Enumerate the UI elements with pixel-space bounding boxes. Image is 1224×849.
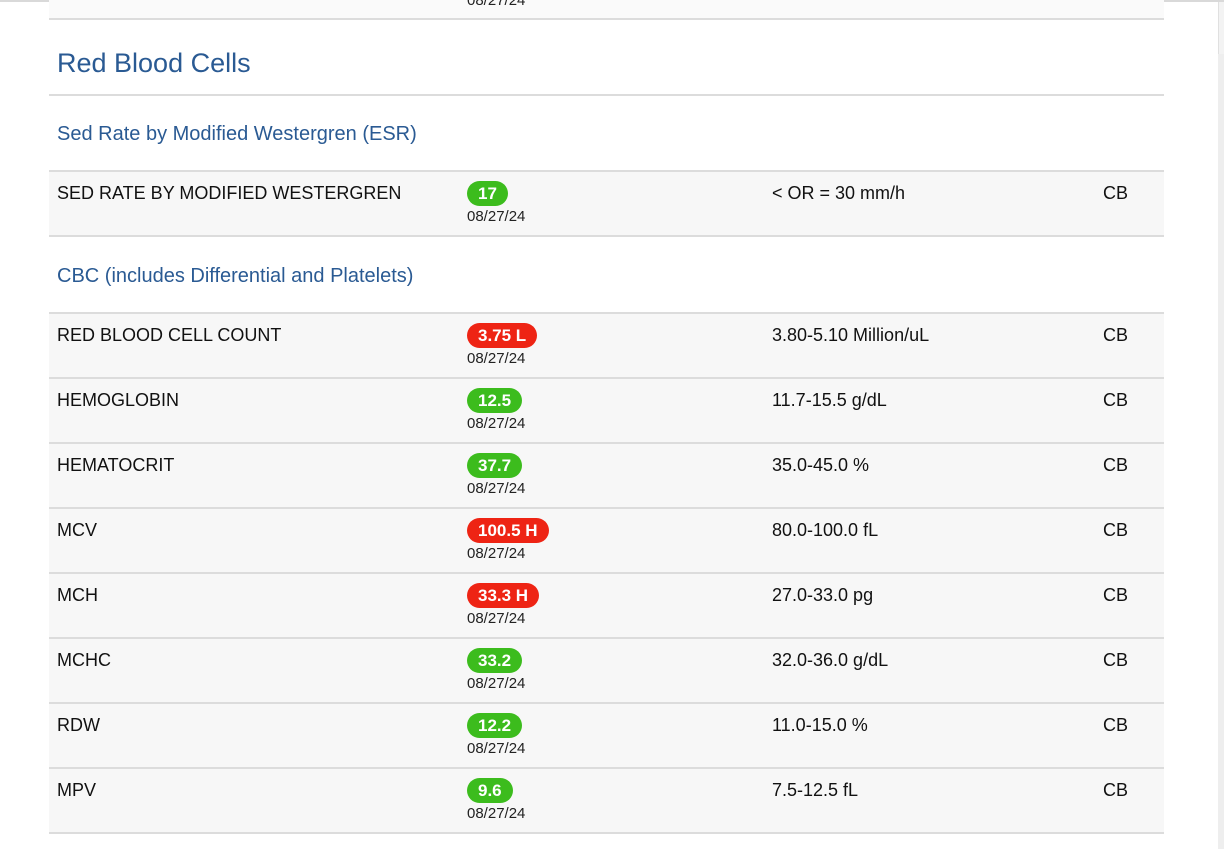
table-row: RDW 12.2 08/27/24 11.0-15.0 % CB (49, 704, 1164, 769)
result-date: 08/27/24 (467, 480, 526, 497)
result-badge: 100.5 H (467, 518, 549, 543)
lab-code: CB (1103, 520, 1129, 540)
reference-range: 27.0-33.0 pg (772, 585, 874, 605)
scrollbar-thumb[interactable] (1218, 2, 1224, 54)
result-badge: 33.3 H (467, 583, 540, 608)
test-name: SED RATE BY MODIFIED WESTERGREN (57, 183, 402, 203)
table-row: MCHC 33.2 08/27/24 32.0-36.0 g/dL CB (49, 639, 1164, 704)
result-cell: 17 08/27/24 (467, 181, 525, 225)
section-title: Red Blood Cells (49, 20, 1164, 96)
result-cell: 12.2 08/27/24 (467, 713, 525, 757)
result-date: 08/27/24 (467, 675, 526, 692)
reference-range: 80.0-100.0 fL (772, 520, 879, 540)
result-date: 08/27/24 (467, 350, 526, 367)
table-row: HEMATOCRIT 37.7 08/27/24 35.0-45.0 % CB (49, 444, 1164, 509)
lab-code: CB (1103, 715, 1129, 735)
result-cell: 100.5 H 08/27/24 (467, 518, 549, 562)
reference-range: 35.0-45.0 % (772, 455, 870, 475)
test-name: HEMATOCRIT (57, 455, 175, 475)
test-name: MCH (57, 585, 98, 605)
results-content: 08/27/24 Red Blood Cells Sed Rate by Mod… (49, 0, 1164, 834)
test-name: MPV (57, 780, 97, 800)
result-cell: 33.2 08/27/24 (467, 648, 525, 692)
result-badge: 12.5 (467, 388, 523, 413)
reference-range: 3.80-5.10 Million/uL (772, 325, 930, 345)
lab-code: CB (1103, 455, 1129, 475)
scrollbar-track[interactable] (1218, 2, 1224, 849)
result-cell: 33.3 H 08/27/24 (467, 583, 540, 627)
test-name: RDW (57, 715, 100, 735)
result-date: 08/27/24 (467, 415, 526, 432)
test-name: RED BLOOD CELL COUNT (57, 325, 282, 345)
reference-range: 32.0-36.0 g/dL (772, 650, 889, 670)
lab-code: CB (1103, 390, 1129, 410)
reference-range: 7.5-12.5 fL (772, 780, 859, 800)
esr-panel-title: Sed Rate by Modified Westergren (ESR) (49, 96, 1164, 172)
table-row: HEMOGLOBIN 12.5 08/27/24 11.7-15.5 g/dL … (49, 379, 1164, 444)
cbc-panel-title: CBC (includes Differential and Platelets… (49, 237, 1164, 314)
lab-code: CB (1103, 585, 1129, 605)
result-date: 08/27/24 (467, 208, 526, 225)
table-row: SED RATE BY MODIFIED WESTERGREN 17 08/27… (49, 172, 1164, 237)
result-badge: 9.6 (467, 778, 513, 803)
result-cell: 3.75 L 08/27/24 (467, 323, 538, 367)
lab-code: CB (1103, 650, 1129, 670)
result-cell: 9.6 08/27/24 (467, 778, 525, 822)
lab-code: CB (1103, 780, 1129, 800)
test-name: HEMOGLOBIN (57, 390, 180, 410)
result-badge: 3.75 L (467, 323, 538, 348)
result-badge: 33.2 (467, 648, 523, 673)
table-row: RED BLOOD CELL COUNT 3.75 L 08/27/24 3.8… (49, 314, 1164, 379)
lab-code: CB (1103, 325, 1129, 345)
result-cell: 12.5 08/27/24 (467, 388, 525, 432)
table-row: MCH 33.3 H 08/27/24 27.0-33.0 pg CB (49, 574, 1164, 639)
result-cell: 37.7 08/27/24 (467, 453, 525, 497)
table-row: MPV 9.6 08/27/24 7.5-12.5 fL CB (49, 769, 1164, 834)
reference-range: 11.7-15.5 g/dL (772, 390, 887, 410)
lab-code: CB (1103, 183, 1129, 203)
result-badge: 12.2 (467, 713, 523, 738)
test-name: MCHC (57, 650, 111, 670)
table-row: MCV 100.5 H 08/27/24 80.0-100.0 fL CB (49, 509, 1164, 574)
result-date: 08/27/24 (467, 545, 526, 562)
result-badge: 17 (467, 181, 508, 206)
test-name: MCV (57, 520, 97, 540)
reference-range: < OR = 30 mm/h (772, 183, 906, 203)
result-date: 08/27/24 (467, 740, 526, 757)
reference-range: 11.0-15.0 % (772, 715, 868, 735)
cutoff-previous-row: 08/27/24 (49, 0, 1164, 20)
result-date: 08/27/24 (467, 610, 526, 627)
result-badge: 37.7 (467, 453, 523, 478)
result-date: 08/27/24 (467, 805, 526, 822)
cutoff-date: 08/27/24 (467, 0, 526, 9)
